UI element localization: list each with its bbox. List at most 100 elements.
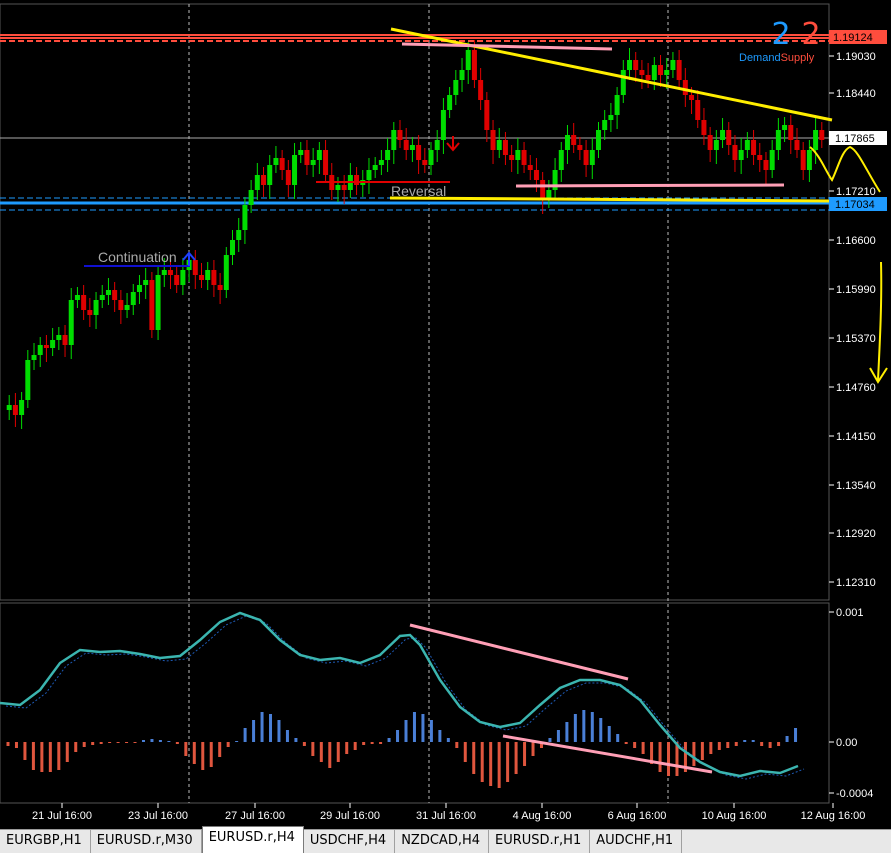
candle-body — [43, 345, 49, 348]
histogram-bar — [141, 740, 145, 742]
histogram-bar — [438, 730, 442, 742]
zone-labels: DemandSupply — [739, 52, 814, 64]
price-divergence-low[interactable] — [515, 183, 785, 188]
trendlines[interactable] — [84, 27, 833, 267]
candle-body — [31, 355, 37, 360]
candle-body — [267, 165, 273, 185]
demand-price-tag: 1.17034 — [829, 197, 887, 211]
histogram-bar — [294, 738, 298, 742]
price-divergence-high[interactable] — [401, 42, 613, 51]
histogram-bar — [599, 718, 603, 742]
histogram-bar — [14, 742, 18, 748]
histogram-bar — [506, 742, 510, 782]
histogram-bar — [777, 742, 781, 746]
histogram-bar — [497, 742, 501, 788]
candle-body — [211, 270, 217, 285]
reversal-label: Reversal — [391, 183, 446, 199]
histogram-bar — [370, 742, 374, 744]
candle-body — [124, 305, 130, 310]
histogram-bar — [565, 722, 569, 742]
candle-body — [422, 160, 428, 165]
histogram-bar — [235, 741, 239, 742]
candle-body — [726, 130, 732, 145]
tab-eurusd-m30[interactable]: EURUSD.r,M30 — [91, 830, 202, 853]
indicator-divergence-high[interactable] — [409, 623, 629, 681]
projection-path — [809, 145, 888, 384]
indicator-divergence-low[interactable] — [502, 734, 713, 774]
price-chart[interactable]: Continuation Reversal 1.19030 1.18440 1.17… — [0, 0, 891, 829]
histogram-bar — [379, 742, 383, 744]
candle-body — [453, 80, 459, 95]
tab-audchf-h1[interactable]: AUDCHF,H1 — [590, 830, 683, 853]
histogram-bar — [734, 742, 738, 746]
candle-body — [180, 270, 186, 285]
candle-body — [25, 360, 31, 400]
tab-eurusd-h1[interactable]: EURUSD.r,H1 — [489, 830, 591, 853]
histogram-bar — [48, 742, 52, 772]
candle-body — [130, 292, 136, 305]
candle-body — [310, 160, 316, 165]
candle-body — [540, 180, 546, 200]
candle-body — [105, 290, 111, 295]
candle-body — [434, 140, 440, 150]
candle-body — [595, 130, 601, 150]
histogram-bar — [624, 742, 628, 744]
candle-body — [248, 190, 254, 205]
histogram-bar — [717, 742, 721, 750]
histogram-bar — [590, 712, 594, 742]
candle-body — [558, 150, 564, 170]
price-tick-label: 1.13540 — [836, 480, 876, 492]
histogram-bar — [31, 742, 35, 770]
candle-body — [521, 150, 527, 165]
time-tick-label: 4 Aug 16:00 — [513, 810, 572, 822]
candle-body — [478, 80, 484, 100]
indicator-axis: 0.001 0.00 -0.0004 — [829, 607, 873, 800]
histogram-bar — [751, 740, 755, 742]
time-tick-label: 31 Jul 16:00 — [416, 810, 476, 822]
histogram-bar — [269, 714, 273, 742]
tab-usdchf-h4[interactable]: USDCHF,H4 — [304, 830, 396, 853]
price-tick-label: 1.12920 — [836, 528, 876, 540]
candle-body — [403, 140, 409, 150]
histogram-bar — [573, 714, 577, 742]
candle-body — [819, 130, 825, 140]
candle-body — [409, 145, 415, 150]
svg-text:-0.0004: -0.0004 — [836, 788, 873, 800]
candle-body — [782, 125, 788, 130]
histogram-bar — [277, 720, 281, 742]
histogram-bar — [99, 742, 103, 744]
candle-body — [676, 60, 682, 80]
candle-body — [577, 145, 583, 150]
candle-body — [68, 300, 74, 345]
tab-eurgbp-h1[interactable]: EURGBP,H1 — [0, 830, 91, 853]
candle-body — [391, 130, 397, 150]
candle-body — [198, 275, 204, 280]
candle-body — [217, 285, 223, 290]
histogram-bar — [472, 742, 476, 774]
candle-body — [378, 160, 384, 165]
candle-body — [639, 70, 645, 75]
macd-line — [0, 611, 799, 778]
histogram-bar — [260, 712, 264, 742]
candle-body — [56, 335, 62, 340]
tab-eurusd-h4[interactable]: EURUSD.r,H4 — [201, 826, 304, 853]
candle-body — [775, 130, 781, 150]
candle-body — [292, 155, 298, 185]
histogram-bar — [243, 728, 247, 742]
tab-nzdcad-h4[interactable]: NZDCAD,H4 — [395, 830, 490, 853]
candle-body — [428, 150, 434, 165]
candle-body — [502, 140, 508, 155]
histogram-bar — [252, 720, 256, 742]
histogram-bar — [675, 742, 679, 776]
candle-body — [589, 150, 595, 165]
reversal-arrow-icon — [446, 136, 460, 152]
candle-body — [261, 175, 267, 185]
candle-body — [459, 70, 465, 80]
histogram-bar — [285, 730, 289, 742]
lower-trendline[interactable] — [389, 196, 833, 203]
candle-body — [465, 50, 471, 70]
candle-body — [149, 280, 155, 330]
time-tick-label: 27 Jul 16:00 — [225, 810, 285, 822]
candle-body — [490, 130, 496, 150]
candle-body — [533, 170, 539, 180]
